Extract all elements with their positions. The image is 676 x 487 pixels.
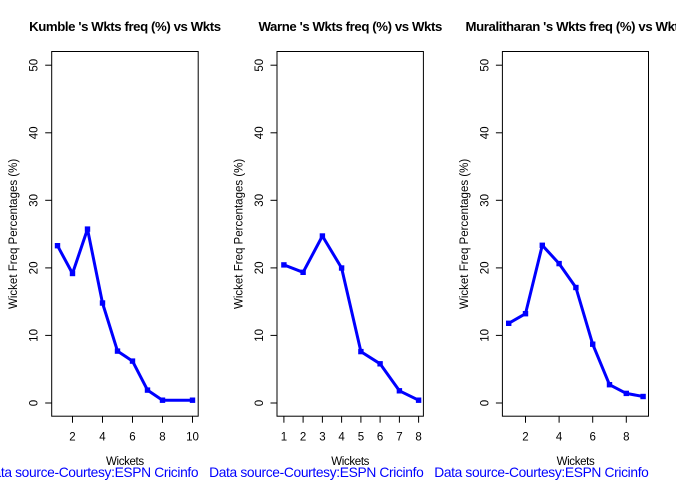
svg-text:2: 2 bbox=[300, 432, 306, 444]
svg-text:1: 1 bbox=[281, 432, 287, 444]
svg-text:40: 40 bbox=[479, 126, 491, 139]
svg-text:4: 4 bbox=[556, 432, 563, 444]
svg-text:30: 30 bbox=[29, 194, 41, 207]
svg-text:Muralitharan 's Wkts freq (%): Muralitharan 's Wkts freq (%) vs Wkts bbox=[466, 19, 676, 34]
svg-text:Wickets: Wickets bbox=[557, 456, 595, 468]
svg-text:0: 0 bbox=[254, 400, 266, 406]
svg-text:Wickets: Wickets bbox=[331, 456, 369, 468]
svg-text:Wickets: Wickets bbox=[106, 456, 144, 468]
svg-text:10: 10 bbox=[29, 329, 41, 342]
svg-text:7: 7 bbox=[396, 432, 402, 444]
svg-text:Wicket Freq Percentages (%): Wicket Freq Percentages (%) bbox=[459, 159, 471, 309]
svg-text:Wicket Freq Percentages (%): Wicket Freq Percentages (%) bbox=[234, 159, 246, 309]
svg-text:4: 4 bbox=[338, 432, 345, 444]
svg-text:Warne 's Wkts freq (%) vs Wkts: Warne 's Wkts freq (%) vs Wkts bbox=[259, 19, 442, 34]
svg-text:6: 6 bbox=[589, 432, 595, 444]
svg-text:50: 50 bbox=[254, 59, 266, 72]
svg-text:8: 8 bbox=[159, 432, 165, 444]
svg-text:Data source-Courtesy:ESPN Cric: Data source-Courtesy:ESPN Cricinfo bbox=[0, 465, 199, 480]
svg-text:30: 30 bbox=[479, 194, 491, 207]
svg-text:40: 40 bbox=[29, 126, 41, 139]
svg-text:40: 40 bbox=[254, 126, 266, 139]
svg-text:10: 10 bbox=[254, 329, 266, 342]
svg-text:50: 50 bbox=[29, 59, 41, 72]
svg-text:20: 20 bbox=[479, 262, 491, 275]
svg-text:4: 4 bbox=[99, 432, 106, 444]
svg-text:20: 20 bbox=[254, 262, 266, 275]
svg-text:2: 2 bbox=[69, 432, 75, 444]
svg-text:Wicket Freq Percentages (%): Wicket Freq Percentages (%) bbox=[8, 159, 20, 309]
svg-text:5: 5 bbox=[358, 432, 364, 444]
svg-text:6: 6 bbox=[377, 432, 383, 444]
svg-text:Data source-Courtesy:ESPN Cric: Data source-Courtesy:ESPN Cricinfo bbox=[209, 465, 424, 480]
svg-text:3: 3 bbox=[319, 432, 325, 444]
svg-text:2: 2 bbox=[522, 432, 528, 444]
svg-text:Data source-Courtesy:ESPN Cric: Data source-Courtesy:ESPN Cricinfo bbox=[434, 465, 649, 480]
svg-text:20: 20 bbox=[29, 262, 41, 275]
svg-text:50: 50 bbox=[479, 59, 491, 72]
svg-text:0: 0 bbox=[29, 400, 41, 406]
svg-text:Kumble 's Wkts freq (%) vs Wkt: Kumble 's Wkts freq (%) vs Wkts bbox=[29, 19, 221, 34]
svg-text:10: 10 bbox=[186, 432, 199, 444]
svg-text:10: 10 bbox=[479, 329, 491, 342]
svg-text:8: 8 bbox=[623, 432, 629, 444]
svg-text:30: 30 bbox=[254, 194, 266, 207]
svg-text:6: 6 bbox=[129, 432, 135, 444]
svg-text:0: 0 bbox=[479, 400, 491, 406]
svg-text:8: 8 bbox=[415, 432, 421, 444]
